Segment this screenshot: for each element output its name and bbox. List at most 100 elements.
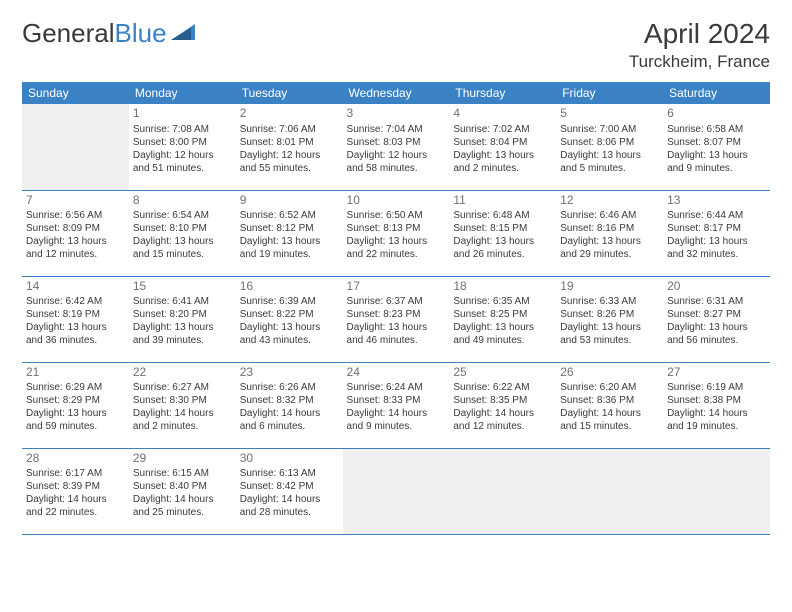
day-day1: Daylight: 14 hours	[26, 493, 125, 506]
calendar-day-cell	[663, 448, 770, 534]
calendar-day-cell: 20Sunrise: 6:31 AMSunset: 8:27 PMDayligh…	[663, 276, 770, 362]
calendar-day-cell	[556, 448, 663, 534]
day-number: 17	[347, 279, 446, 295]
day-day2: and 43 minutes.	[240, 334, 339, 347]
weekday-header: Thursday	[449, 82, 556, 104]
day-sunrise: Sunrise: 6:58 AM	[667, 123, 766, 136]
day-day1: Daylight: 12 hours	[240, 149, 339, 162]
day-number: 13	[667, 193, 766, 209]
day-sunrise: Sunrise: 6:50 AM	[347, 209, 446, 222]
day-sunrise: Sunrise: 6:19 AM	[667, 381, 766, 394]
calendar-table: Sunday Monday Tuesday Wednesday Thursday…	[22, 82, 770, 535]
day-sunrise: Sunrise: 6:20 AM	[560, 381, 659, 394]
day-sunset: Sunset: 8:04 PM	[453, 136, 552, 149]
day-sunrise: Sunrise: 6:52 AM	[240, 209, 339, 222]
day-day1: Daylight: 13 hours	[560, 149, 659, 162]
weekday-header: Tuesday	[236, 82, 343, 104]
day-number: 24	[347, 365, 446, 381]
calendar-week-row: 28Sunrise: 6:17 AMSunset: 8:39 PMDayligh…	[22, 448, 770, 534]
day-sunrise: Sunrise: 6:17 AM	[26, 467, 125, 480]
day-day1: Daylight: 14 hours	[240, 407, 339, 420]
calendar-day-cell: 24Sunrise: 6:24 AMSunset: 8:33 PMDayligh…	[343, 362, 450, 448]
month-title: April 2024	[629, 18, 770, 50]
day-number: 26	[560, 365, 659, 381]
day-sunset: Sunset: 8:01 PM	[240, 136, 339, 149]
day-sunset: Sunset: 8:03 PM	[347, 136, 446, 149]
calendar-day-cell: 30Sunrise: 6:13 AMSunset: 8:42 PMDayligh…	[236, 448, 343, 534]
day-sunset: Sunset: 8:19 PM	[26, 308, 125, 321]
day-day1: Daylight: 13 hours	[26, 321, 125, 334]
calendar-day-cell: 11Sunrise: 6:48 AMSunset: 8:15 PMDayligh…	[449, 190, 556, 276]
brand-part2: Blue	[115, 18, 167, 49]
day-sunrise: Sunrise: 6:31 AM	[667, 295, 766, 308]
calendar-day-cell: 27Sunrise: 6:19 AMSunset: 8:38 PMDayligh…	[663, 362, 770, 448]
day-sunset: Sunset: 8:10 PM	[133, 222, 232, 235]
day-day1: Daylight: 13 hours	[347, 321, 446, 334]
day-sunrise: Sunrise: 6:54 AM	[133, 209, 232, 222]
day-day1: Daylight: 13 hours	[240, 321, 339, 334]
brand-part1: General	[22, 18, 115, 49]
calendar-day-cell: 7Sunrise: 6:56 AMSunset: 8:09 PMDaylight…	[22, 190, 129, 276]
day-day2: and 49 minutes.	[453, 334, 552, 347]
day-day1: Daylight: 14 hours	[667, 407, 766, 420]
day-day1: Daylight: 13 hours	[667, 321, 766, 334]
day-sunrise: Sunrise: 7:02 AM	[453, 123, 552, 136]
day-day2: and 26 minutes.	[453, 248, 552, 261]
calendar-day-cell: 9Sunrise: 6:52 AMSunset: 8:12 PMDaylight…	[236, 190, 343, 276]
day-sunset: Sunset: 8:23 PM	[347, 308, 446, 321]
weekday-header: Monday	[129, 82, 236, 104]
day-day2: and 58 minutes.	[347, 162, 446, 175]
calendar-day-cell: 19Sunrise: 6:33 AMSunset: 8:26 PMDayligh…	[556, 276, 663, 362]
calendar-day-cell	[343, 448, 450, 534]
day-number: 2	[240, 106, 339, 122]
day-day2: and 2 minutes.	[453, 162, 552, 175]
day-day2: and 9 minutes.	[347, 420, 446, 433]
calendar-day-cell: 1Sunrise: 7:08 AMSunset: 8:00 PMDaylight…	[129, 104, 236, 190]
day-number: 29	[133, 451, 232, 467]
day-sunset: Sunset: 8:32 PM	[240, 394, 339, 407]
day-number: 15	[133, 279, 232, 295]
day-day2: and 22 minutes.	[26, 506, 125, 519]
day-sunset: Sunset: 8:36 PM	[560, 394, 659, 407]
day-sunset: Sunset: 8:12 PM	[240, 222, 339, 235]
calendar-day-cell: 28Sunrise: 6:17 AMSunset: 8:39 PMDayligh…	[22, 448, 129, 534]
day-number: 5	[560, 106, 659, 122]
day-sunrise: Sunrise: 7:06 AM	[240, 123, 339, 136]
day-day2: and 15 minutes.	[560, 420, 659, 433]
calendar-day-cell	[449, 448, 556, 534]
day-day1: Daylight: 14 hours	[133, 493, 232, 506]
day-sunrise: Sunrise: 6:48 AM	[453, 209, 552, 222]
calendar-day-cell: 25Sunrise: 6:22 AMSunset: 8:35 PMDayligh…	[449, 362, 556, 448]
day-sunset: Sunset: 8:17 PM	[667, 222, 766, 235]
day-day2: and 59 minutes.	[26, 420, 125, 433]
day-sunset: Sunset: 8:20 PM	[133, 308, 232, 321]
day-sunset: Sunset: 8:35 PM	[453, 394, 552, 407]
day-sunset: Sunset: 8:27 PM	[667, 308, 766, 321]
day-day1: Daylight: 13 hours	[133, 235, 232, 248]
calendar-day-cell: 22Sunrise: 6:27 AMSunset: 8:30 PMDayligh…	[129, 362, 236, 448]
day-day1: Daylight: 13 hours	[26, 235, 125, 248]
day-day2: and 5 minutes.	[560, 162, 659, 175]
day-sunrise: Sunrise: 7:04 AM	[347, 123, 446, 136]
day-number: 11	[453, 193, 552, 209]
day-day1: Daylight: 13 hours	[133, 321, 232, 334]
calendar-day-cell: 16Sunrise: 6:39 AMSunset: 8:22 PMDayligh…	[236, 276, 343, 362]
day-number: 6	[667, 106, 766, 122]
day-sunset: Sunset: 8:00 PM	[133, 136, 232, 149]
day-number: 30	[240, 451, 339, 467]
calendar-day-cell: 5Sunrise: 7:00 AMSunset: 8:06 PMDaylight…	[556, 104, 663, 190]
day-number: 4	[453, 106, 552, 122]
day-day1: Daylight: 13 hours	[560, 321, 659, 334]
calendar-body: 1Sunrise: 7:08 AMSunset: 8:00 PMDaylight…	[22, 104, 770, 534]
day-sunrise: Sunrise: 6:27 AM	[133, 381, 232, 394]
day-number: 16	[240, 279, 339, 295]
day-sunset: Sunset: 8:26 PM	[560, 308, 659, 321]
day-number: 9	[240, 193, 339, 209]
day-sunset: Sunset: 8:13 PM	[347, 222, 446, 235]
day-day2: and 46 minutes.	[347, 334, 446, 347]
day-day1: Daylight: 13 hours	[240, 235, 339, 248]
weekday-header: Saturday	[663, 82, 770, 104]
day-day1: Daylight: 13 hours	[453, 235, 552, 248]
day-sunset: Sunset: 8:09 PM	[26, 222, 125, 235]
calendar-day-cell: 10Sunrise: 6:50 AMSunset: 8:13 PMDayligh…	[343, 190, 450, 276]
